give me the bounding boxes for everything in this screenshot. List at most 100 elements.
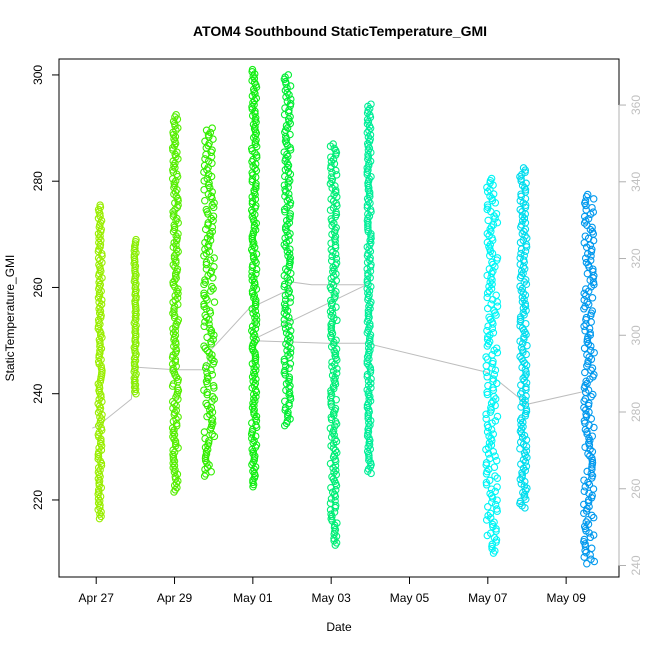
data-point bbox=[519, 164, 528, 172]
data-point bbox=[585, 480, 594, 489]
data-point bbox=[492, 538, 500, 546]
data-point bbox=[209, 335, 217, 344]
data-point bbox=[585, 263, 593, 271]
data-point bbox=[488, 494, 497, 502]
data-point bbox=[250, 381, 259, 390]
data-point bbox=[328, 217, 336, 225]
data-point bbox=[367, 342, 375, 350]
data-point bbox=[169, 157, 177, 165]
data-point bbox=[285, 373, 294, 381]
data-point bbox=[283, 84, 291, 92]
data-cluster-4 bbox=[200, 124, 219, 480]
data-point bbox=[363, 357, 372, 366]
data-point bbox=[488, 276, 496, 284]
data-point bbox=[209, 212, 218, 220]
data-point bbox=[585, 421, 593, 430]
data-point bbox=[98, 333, 106, 342]
data-point bbox=[491, 214, 499, 222]
data-point bbox=[208, 355, 216, 364]
y-tick-label: 260 bbox=[31, 277, 45, 297]
data-point bbox=[332, 369, 341, 377]
data-point bbox=[282, 93, 290, 101]
data-point bbox=[327, 415, 336, 424]
data-point bbox=[282, 243, 290, 251]
data-point bbox=[585, 441, 594, 449]
data-point bbox=[208, 159, 216, 168]
data-point bbox=[488, 436, 496, 445]
data-cluster-5 bbox=[247, 65, 261, 491]
data-point bbox=[250, 294, 258, 302]
data-point bbox=[248, 175, 257, 184]
data-cluster-7 bbox=[326, 140, 341, 549]
data-point bbox=[251, 226, 260, 234]
data-point bbox=[585, 529, 593, 537]
data-point bbox=[326, 142, 335, 150]
data-point bbox=[482, 470, 491, 478]
data-point bbox=[516, 282, 524, 291]
data-point bbox=[286, 333, 294, 342]
data-point bbox=[332, 336, 340, 344]
y-tick-label: 240 bbox=[31, 383, 45, 403]
data-point bbox=[284, 252, 292, 260]
data-point bbox=[522, 383, 530, 392]
data-point bbox=[200, 289, 208, 298]
data-point bbox=[201, 318, 209, 326]
y-right-tick-label: 280 bbox=[629, 402, 643, 422]
y-right-tick-label: 320 bbox=[629, 248, 643, 268]
data-point bbox=[490, 533, 499, 542]
data-point bbox=[490, 518, 498, 526]
data-point bbox=[482, 353, 490, 361]
data-point bbox=[333, 356, 341, 364]
data-point bbox=[169, 261, 178, 269]
data-point bbox=[97, 329, 105, 337]
data-point bbox=[207, 366, 215, 375]
data-point bbox=[209, 285, 217, 293]
data-point bbox=[328, 252, 336, 261]
data-point bbox=[251, 432, 260, 440]
data-point bbox=[206, 324, 214, 333]
data-point bbox=[580, 219, 589, 227]
data-point bbox=[169, 146, 177, 154]
data-point bbox=[486, 251, 494, 260]
data-point bbox=[484, 450, 493, 458]
data-point bbox=[206, 256, 215, 264]
data-point bbox=[286, 293, 295, 302]
data-point bbox=[492, 379, 501, 388]
data-point bbox=[491, 500, 500, 509]
data-point bbox=[484, 216, 492, 225]
data-point bbox=[521, 186, 530, 194]
data-point bbox=[169, 325, 177, 333]
data-point bbox=[250, 74, 259, 83]
data-point bbox=[170, 488, 178, 496]
data-point bbox=[483, 229, 492, 238]
data-point bbox=[487, 425, 496, 434]
data-point bbox=[170, 238, 178, 247]
data-point bbox=[95, 289, 104, 298]
y-right-tick-label: 300 bbox=[629, 325, 643, 345]
data-point bbox=[329, 439, 338, 448]
data-point bbox=[521, 396, 529, 405]
data-point bbox=[132, 389, 140, 398]
data-point bbox=[95, 360, 103, 368]
data-point bbox=[285, 218, 294, 227]
data-point bbox=[487, 284, 496, 293]
data-point bbox=[364, 410, 372, 418]
data-point bbox=[483, 390, 492, 399]
data-point bbox=[482, 414, 490, 423]
data-point bbox=[282, 238, 291, 247]
data-point bbox=[286, 349, 295, 357]
data-point bbox=[330, 431, 338, 439]
data-point bbox=[202, 260, 211, 269]
data-point bbox=[330, 411, 338, 419]
data-point bbox=[367, 383, 375, 392]
data-point bbox=[332, 188, 340, 197]
data-point bbox=[518, 293, 527, 302]
data-point bbox=[331, 380, 340, 388]
data-point bbox=[520, 214, 529, 223]
data-point bbox=[283, 163, 292, 172]
data-point bbox=[248, 68, 256, 76]
data-point bbox=[251, 149, 259, 157]
data-point bbox=[492, 311, 500, 319]
data-point bbox=[492, 525, 500, 533]
data-point bbox=[329, 409, 338, 417]
